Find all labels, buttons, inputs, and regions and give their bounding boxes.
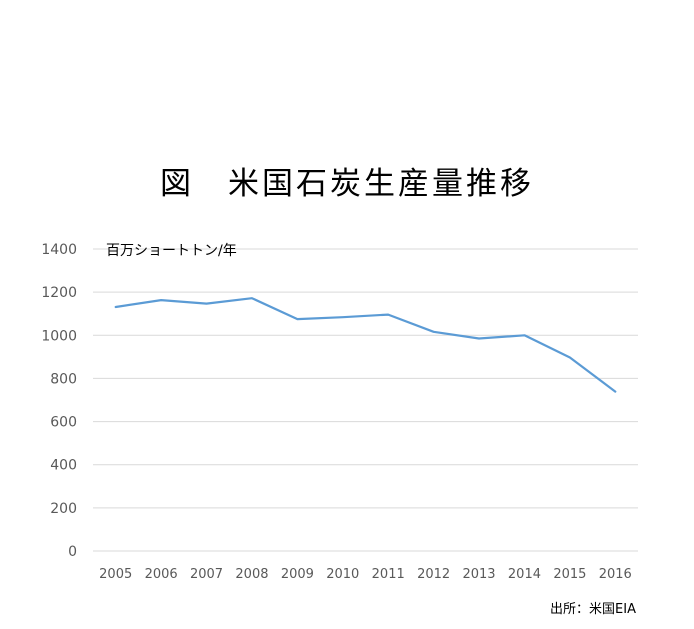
x-tick-label: 2016	[599, 567, 632, 582]
x-tick-label: 2007	[190, 567, 223, 582]
x-axis-ticks: 2005 2006 2007 2008 2009 2010 2011 2012 2013 2014…	[99, 567, 632, 582]
y-tick-label: 400	[50, 458, 77, 474]
y-tick-label: 0	[68, 544, 77, 560]
x-tick-label: 2012	[417, 567, 450, 582]
x-tick-label: 2013	[462, 567, 495, 582]
x-tick-label: 2005	[99, 567, 132, 582]
series-group	[114, 297, 617, 393]
x-tick-label: 2008	[235, 567, 268, 582]
y-axis-label: 百万ショートトン/年	[106, 243, 237, 259]
x-tick-label: 2015	[553, 567, 586, 582]
x-tick-label: 2010	[326, 567, 359, 582]
gridlines	[93, 248, 638, 552]
x-tick-label: 2006	[145, 567, 178, 582]
y-tick-label: 1000	[41, 328, 77, 344]
y-tick-label: 1400	[41, 242, 77, 258]
y-tick-label: 1200	[41, 285, 77, 301]
chart-title: 図 米国石炭生産量推移	[160, 166, 534, 202]
source-note: 出所：米国EIA	[550, 602, 636, 617]
y-tick-label: 600	[50, 415, 77, 431]
y-tick-label: 200	[50, 501, 77, 517]
y-tick-label: 800	[50, 371, 77, 387]
y-axis-ticks: 0 200 400 600 800 1000 1200 1400	[41, 242, 77, 560]
x-tick-label: 2014	[508, 567, 541, 582]
x-tick-label: 2009	[281, 567, 314, 582]
series-line-0	[114, 297, 617, 393]
x-tick-label: 2011	[372, 567, 405, 582]
